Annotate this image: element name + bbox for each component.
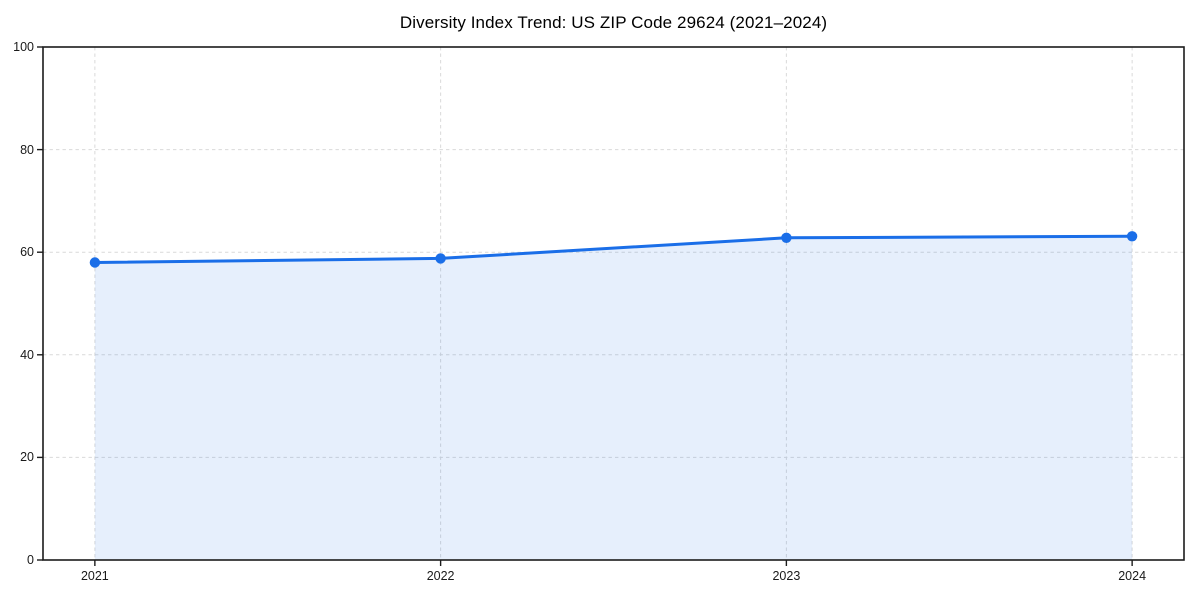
data-point-2022 [435,253,446,264]
data-point-2023 [781,232,792,243]
x-tick-label: 2021 [80,569,109,583]
data-point-2024 [1126,231,1138,242]
data-point-2021 [89,257,101,268]
y-tick-label: 20 [20,450,34,465]
x-tick-label: 2022 [426,569,455,583]
axis-frame [42,46,1185,561]
y-tick-label: 60 [20,245,34,260]
trend-line [93,234,1134,264]
y-tick-label: 40 [20,347,34,362]
y-tick-label: 80 [20,142,34,157]
area-fill [94,236,1133,561]
chart-title: Diversity Index Trend: US ZIP Code 29624… [399,13,828,32]
y-tick-label: 0 [27,553,34,567]
x-tick-label: 2024 [1118,569,1147,583]
x-tick-label: 2023 [772,569,801,583]
y-tick-label: 100 [13,40,34,54]
